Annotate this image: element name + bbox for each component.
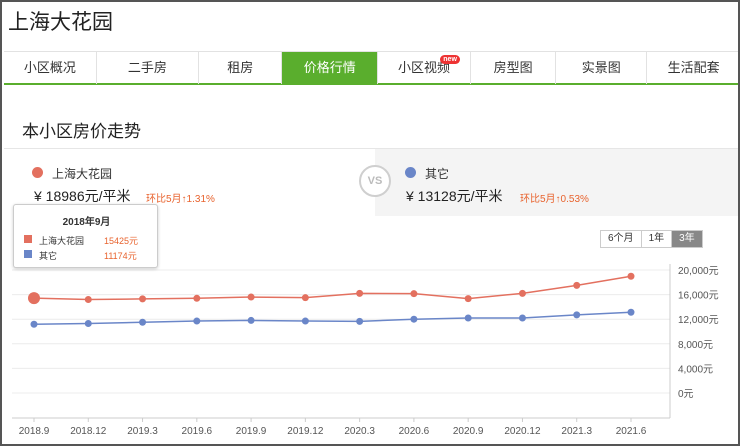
tab-video-label: 小区视频 — [397, 60, 450, 75]
x-tick-label: 2020.9 — [453, 426, 484, 437]
tab-overview[interactable]: 小区概况 — [4, 52, 97, 84]
x-tick-label: 2019.12 — [287, 426, 324, 437]
data-point — [573, 311, 581, 319]
x-tick-label: 2019.3 — [127, 426, 158, 437]
data-point — [464, 295, 472, 303]
series-line-0 — [33, 275, 632, 301]
range-6-months[interactable]: 6个月 — [601, 231, 642, 247]
y-tick-label: 20,000元 — [678, 266, 719, 277]
data-point — [247, 293, 255, 301]
data-point — [356, 289, 364, 297]
tab-photos[interactable]: 实景图 — [556, 52, 648, 84]
tooltip-swatch-other — [24, 250, 32, 258]
tooltip-title: 2018年9月 — [62, 217, 111, 228]
x-tick-label: 2018.9 — [19, 426, 50, 437]
range-selector: 6个月 1年 3年 — [600, 230, 703, 248]
new-badge: new — [440, 55, 460, 64]
tab-rental[interactable]: 租房 — [199, 52, 283, 84]
right-price: ¥ 13128元/平米 — [406, 188, 503, 204]
compare-right-panel: 其它 ¥ 13128元/平米 环比5月↑0.53% — [375, 149, 738, 216]
series-line-1 — [33, 311, 632, 326]
data-point — [356, 317, 364, 325]
tab-bar: 小区概况 二手房 租房 价格行情 小区视频 new 房型图 实景图 生活配套 — [4, 51, 738, 85]
right-series-dot — [405, 167, 416, 178]
tooltip-name-other: 其它 — [39, 251, 58, 261]
data-point — [410, 315, 418, 323]
y-tick-label: 8,000元 — [678, 340, 713, 351]
data-point — [301, 294, 309, 302]
left-name: 上海大花园 — [52, 167, 113, 181]
data-point — [193, 294, 201, 302]
range-1-year[interactable]: 1年 — [641, 231, 673, 247]
left-price: ¥ 18986元/平米 — [34, 188, 131, 204]
vs-badge: VS — [359, 165, 391, 197]
x-tick-label: 2020.6 — [399, 426, 430, 437]
data-point — [627, 308, 635, 316]
tab-floor-plan[interactable]: 房型图 — [471, 52, 557, 84]
data-point — [301, 317, 309, 325]
tooltip-name-primary: 上海大花园 — [39, 236, 85, 246]
data-point — [247, 316, 255, 324]
data-point — [193, 317, 201, 325]
chart-tooltip: 2018年9月 上海大花园 15425元 其它 11174元 — [13, 204, 158, 268]
data-point — [139, 318, 147, 326]
y-tick-label: 16,000元 — [678, 291, 719, 302]
data-point — [410, 290, 418, 298]
tab-second-hand[interactable]: 二手房 — [97, 52, 199, 84]
left-series-dot — [32, 167, 43, 178]
data-point — [518, 314, 526, 322]
data-point — [84, 320, 92, 328]
tab-video[interactable]: 小区视频 new — [378, 52, 471, 84]
x-tick-label: 2018.12 — [70, 426, 107, 437]
data-point — [139, 295, 147, 303]
x-tick-label: 2019.9 — [236, 426, 267, 437]
x-tick-label: 2019.6 — [182, 426, 213, 437]
tooltip-value-primary: 15425元 — [104, 236, 139, 246]
data-point — [464, 314, 472, 322]
page-title: 上海大花园 — [8, 11, 113, 34]
data-point — [30, 320, 38, 328]
x-tick-label: 2021.6 — [616, 426, 647, 437]
range-3-years[interactable]: 3年 — [672, 231, 702, 247]
x-tick-label: 2021.3 — [561, 426, 592, 437]
tooltip-swatch-primary — [24, 235, 32, 243]
y-tick-label: 4,000元 — [678, 364, 713, 375]
data-point — [518, 289, 526, 297]
x-tick-label: 2020.12 — [504, 426, 541, 437]
tooltip-value-other: 11174元 — [104, 251, 137, 261]
right-name: 其它 — [425, 167, 450, 181]
data-point — [627, 272, 635, 280]
data-point — [28, 292, 40, 305]
y-tick-label: 0元 — [678, 389, 694, 400]
left-change: 环比5月↑1.31% — [146, 194, 215, 205]
tab-amenities[interactable]: 生活配套 — [667, 60, 720, 75]
x-tick-label: 2020.3 — [344, 426, 375, 437]
section-title: 本小区房价走势 — [22, 122, 141, 141]
data-point — [84, 296, 92, 304]
right-change: 环比5月↑0.53% — [520, 194, 589, 205]
y-tick-label: 12,000元 — [678, 315, 719, 326]
data-point — [573, 281, 581, 289]
tab-price-trend[interactable]: 价格行情 — [282, 52, 379, 84]
